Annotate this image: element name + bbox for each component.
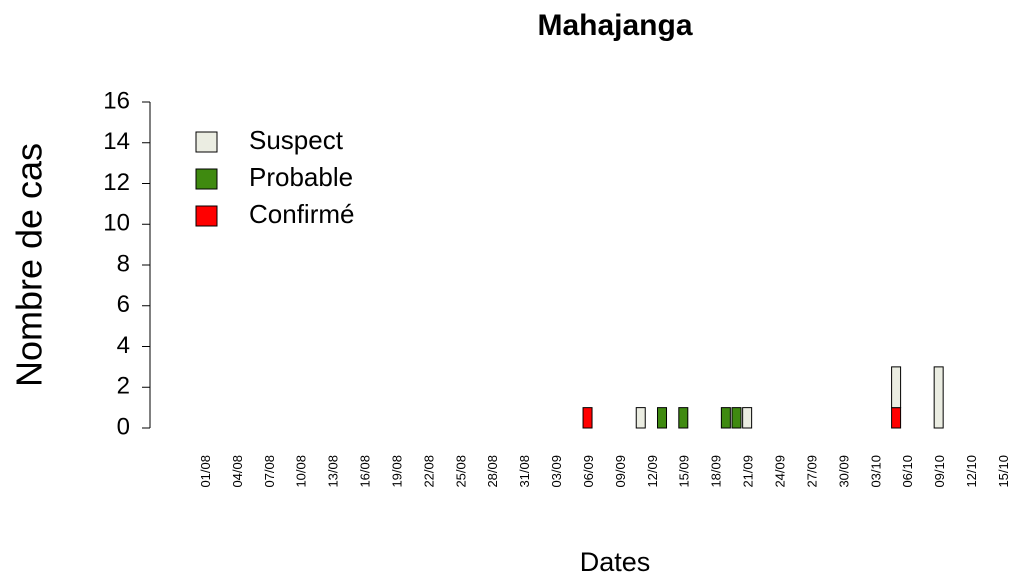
x-tick-label: 12/09 xyxy=(645,455,660,488)
x-tick-label: 13/08 xyxy=(326,455,341,488)
x-tick-label: 15/10 xyxy=(996,455,1011,488)
x-tick-label: 10/08 xyxy=(294,455,309,488)
bar-segment xyxy=(933,366,944,429)
y-tick-label: 8 xyxy=(117,250,130,277)
x-tick-label: 04/08 xyxy=(230,455,245,488)
bar-segment xyxy=(891,407,902,429)
legend-label: Confirmé xyxy=(249,199,354,229)
x-tick-label: 16/08 xyxy=(358,455,373,488)
y-tick-label: 6 xyxy=(117,291,130,318)
y-axis-label: Nombre de cas xyxy=(9,143,50,387)
y-tick-label: 14 xyxy=(103,128,130,155)
bar-segment xyxy=(891,366,902,409)
y-tick-label: 2 xyxy=(117,373,130,400)
bar-segment xyxy=(720,407,731,429)
x-tick-label: 09/10 xyxy=(932,455,947,488)
y-tick-label: 16 xyxy=(103,87,130,114)
legend-label: Suspect xyxy=(249,125,344,155)
x-tick-label: 01/08 xyxy=(198,455,213,488)
x-tick-label: 09/09 xyxy=(613,455,628,488)
bar-segment xyxy=(635,407,646,429)
x-axis-label: Dates xyxy=(580,547,651,577)
x-tick-label: 31/08 xyxy=(517,455,532,488)
x-tick-label: 18/09 xyxy=(709,455,724,488)
x-tick-label: 06/10 xyxy=(900,455,915,488)
x-tick-label: 24/09 xyxy=(772,455,787,488)
bar-segment xyxy=(731,407,742,429)
x-tick-label: 21/09 xyxy=(741,455,756,488)
y-tick-label: 12 xyxy=(103,169,130,196)
legend-swatch xyxy=(195,205,218,227)
x-tick-label: 15/09 xyxy=(677,455,692,488)
x-tick-label: 12/10 xyxy=(964,455,979,488)
chart-title: Mahajanga xyxy=(537,9,692,42)
bar-segment xyxy=(582,407,593,429)
y-tick-label: 0 xyxy=(117,413,130,440)
bar-segment xyxy=(657,407,668,429)
x-tick-label: 03/09 xyxy=(549,455,564,488)
x-tick-label: 07/08 xyxy=(262,455,277,488)
legend-swatch xyxy=(195,168,218,190)
x-tick-label: 25/08 xyxy=(453,455,468,488)
y-tick-label: 4 xyxy=(117,332,130,359)
y-tick-label: 10 xyxy=(103,210,130,237)
x-tick-label: 06/09 xyxy=(581,455,596,488)
bar-segment xyxy=(678,407,689,429)
x-tick-label: 03/10 xyxy=(868,455,883,488)
legend-label: Probable xyxy=(249,162,353,192)
x-tick-label: 27/09 xyxy=(804,455,819,488)
legend-swatch xyxy=(195,131,218,153)
x-tick-label: 22/08 xyxy=(421,455,436,488)
x-tick-label: 28/08 xyxy=(485,455,500,488)
x-tick-label: 30/09 xyxy=(836,455,851,488)
bar-segment xyxy=(742,407,753,429)
x-tick-label: 19/08 xyxy=(389,455,404,488)
